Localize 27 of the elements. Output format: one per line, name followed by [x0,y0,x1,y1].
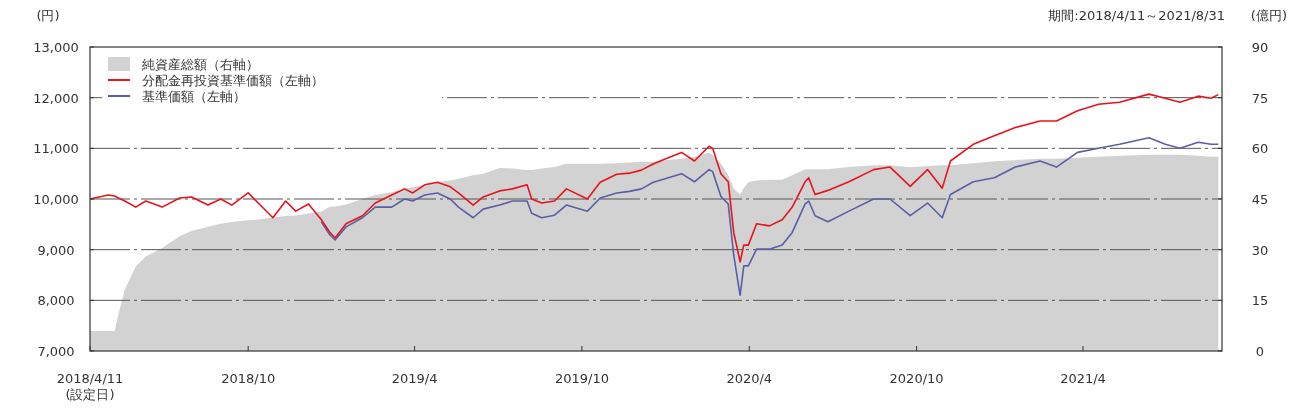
x-tick-label: 2018/4/11 (設定日) [56,371,124,402]
y-tick-label: 13,000 [33,40,79,55]
y2-tick-label: 75 [1251,90,1269,106]
y2-tick-label: 90 [1251,40,1269,55]
x-tick-label: 2020/4 [726,371,773,386]
x-tick-label: 2018/10 [221,371,276,386]
legend-label: 分配金再投資基準価額（左軸） [142,73,324,88]
x-tick-label: 2020/10 [889,371,944,386]
x-tick-label: 2019/10 [554,371,609,386]
y-tick-label: 12,000 [33,90,79,106]
y-tick-label: 7,000 [37,344,75,359]
legend-label: 純資産総額（右軸） [142,57,259,72]
y-axis-title: (円) [36,8,60,23]
y2-axis-title: (億円) [1250,8,1287,23]
y-tick-label: 8,000 [37,293,75,309]
y2-tick-label: 45 [1251,192,1269,207]
legend-label: 基準価額（左軸） [142,89,246,104]
y2-tick-label: 30 [1251,242,1269,258]
y2-tick-label: 60 [1251,141,1269,157]
text: 期間:2018/4/11～2021/8/31 [1048,8,1225,23]
x-tick-label: 2021/4 [1060,371,1106,386]
y-tick-label: 11,000 [33,141,79,157]
x-tick-label: 2019/4 [391,371,438,386]
y2-tick-label: 15 [1251,293,1269,309]
y2-tick-label: 0 [1255,344,1265,359]
y-tick-label: 10,000 [33,192,79,207]
y-tick-label: 9,000 [37,242,75,258]
